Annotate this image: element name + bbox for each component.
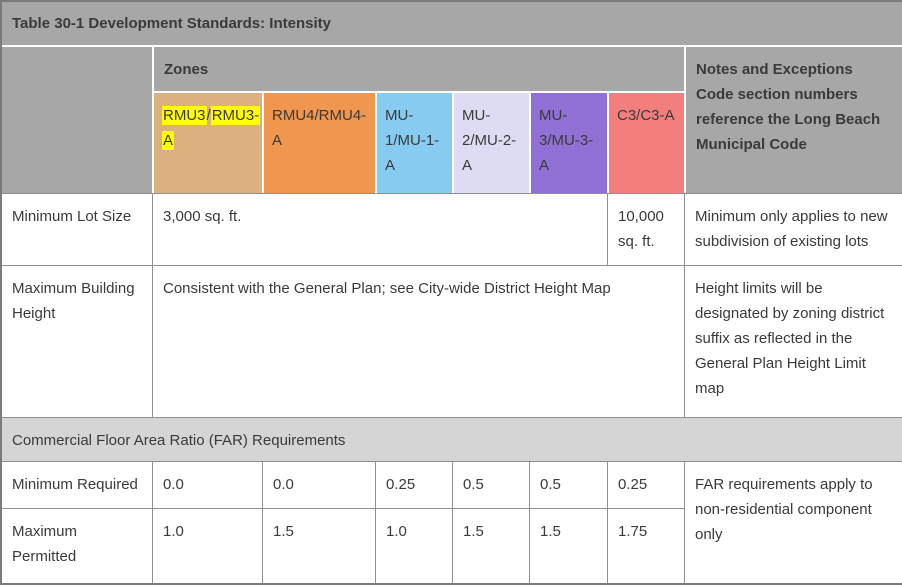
table-title: Table 30-1 Development Standards: Intens… [2,2,902,45]
far-max-value-mu1: 1.0 [375,508,452,583]
min-lot-size-notes: Minimum only applies to new subdivision … [684,193,902,265]
zone-label-mu3: MU-3/MU-3-A [539,107,594,174]
row-label-maximum-building-height: Maximum Building Height [2,265,152,417]
max-building-height-value: Consistent with the General Plan; see Ci… [152,265,684,417]
far-min-value-rmu4: 0.0 [262,461,375,508]
far-min-value-rmu3: 0.0 [152,461,262,508]
zone-header-mu3: MU-3/MU-3-A [529,91,607,193]
far-max-value-mu2: 1.5 [452,508,529,583]
far-min-value-mu3: 0.5 [529,461,607,508]
zone-header-rmu3: RMU3/RMU3-A [152,91,262,193]
far-max-value-c3: 1.75 [607,508,684,583]
zone-header-mu1: MU-1/MU-1-A [375,91,452,193]
zones-header: Zones [152,45,684,91]
min-lot-size-c3-value: 10,000 sq. ft. [607,193,684,265]
max-building-height-notes: Height limits will be designated by zoni… [684,265,902,417]
far-section-header: Commercial Floor Area Ratio (FAR) Requir… [2,417,902,461]
zone-label-rmu3: RMU3/RMU3-A [162,106,261,150]
zone-label-mu2: MU-2/MU-2-A [462,107,517,174]
far-min-value-mu2: 0.5 [452,461,529,508]
far-max-value-mu3: 1.5 [529,508,607,583]
far-min-value-mu1: 0.25 [375,461,452,508]
row-label-maximum-permitted: Maximum Permitted [2,508,152,583]
zone-header-rmu4: RMU4/RMU4-A [262,91,375,193]
row-label-minimum-required: Minimum Required [2,461,152,508]
corner-cell [2,45,152,193]
far-max-value-rmu4: 1.5 [262,508,375,583]
notes-header-line1: Notes and Exceptions [696,61,853,78]
notes-exceptions-header: Notes and Exceptions Code section number… [684,45,902,193]
zone-label-rmu4: RMU4/RMU4-A [272,107,367,149]
zone-header-mu2: MU-2/MU-2-A [452,91,529,193]
row-label-minimum-lot-size: Minimum Lot Size [2,193,152,265]
zone-label-mu1: MU-1/MU-1-A [385,107,440,174]
far-max-value-rmu3: 1.0 [152,508,262,583]
far-notes: FAR requirements apply to non-residentia… [684,461,902,583]
zone-header-c3: C3/C3-A [607,91,684,193]
far-min-value-c3: 0.25 [607,461,684,508]
notes-header-line2: Code section numbers reference the Long … [696,86,881,153]
zone-label-c3: C3/C3-A [617,107,675,124]
min-lot-size-value: 3,000 sq. ft. [152,193,607,265]
